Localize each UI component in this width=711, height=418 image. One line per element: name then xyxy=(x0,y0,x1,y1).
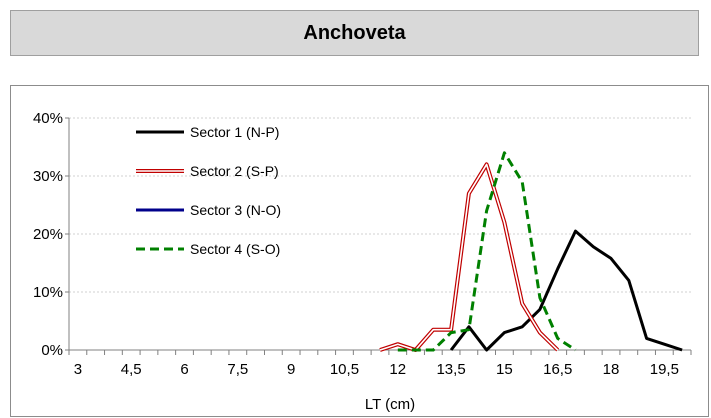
series-line-1 xyxy=(449,229,683,352)
x-tick-label: 19,5 xyxy=(650,361,679,378)
legend-label: Sector 4 (S-O) xyxy=(190,241,280,257)
legend-label: Sector 1 (N-P) xyxy=(190,124,279,140)
x-tick-label: 13,5 xyxy=(436,361,465,378)
x-tick-label: 10,5 xyxy=(330,361,359,378)
legend-label: Sector 3 (N-O) xyxy=(190,202,281,218)
y-tick-label: 40% xyxy=(33,110,63,127)
chart-area: 0% 10% 20% 30% 40% 3 4,5 6 7,5 9 10,5 12 13,5 15 16,5 1… xyxy=(10,85,709,417)
chart-title-box: Anchoveta xyxy=(10,10,699,56)
series-line-2-inner xyxy=(379,163,559,351)
x-tick-label: 12 xyxy=(389,361,406,378)
x-tick-label: 16,5 xyxy=(543,361,572,378)
line-chart: 0% 10% 20% 30% 40% 3 4,5 6 7,5 9 10,5 12 13,5 15 16,5 1… xyxy=(33,110,692,413)
x-axis-title: LT (cm) xyxy=(365,396,415,413)
x-tick-label: 15 xyxy=(496,361,513,378)
legend-label: Sector 2 (S-P) xyxy=(190,163,279,179)
x-tick-label: 9 xyxy=(287,361,295,378)
x-tick-label: 18 xyxy=(603,361,620,378)
y-tick-label: 20% xyxy=(33,226,63,243)
series-line-4 xyxy=(397,151,577,352)
x-tick-label: 7,5 xyxy=(227,361,248,378)
x-tick-label: 3 xyxy=(74,361,82,378)
chart-title: Anchoveta xyxy=(303,21,406,44)
x-tick-label: 4,5 xyxy=(121,361,142,378)
y-tick-label: 10% xyxy=(33,284,63,301)
y-tick-label: 30% xyxy=(33,168,63,185)
x-tick-label: 6 xyxy=(180,361,188,378)
y-tick-label: 0% xyxy=(41,342,63,359)
